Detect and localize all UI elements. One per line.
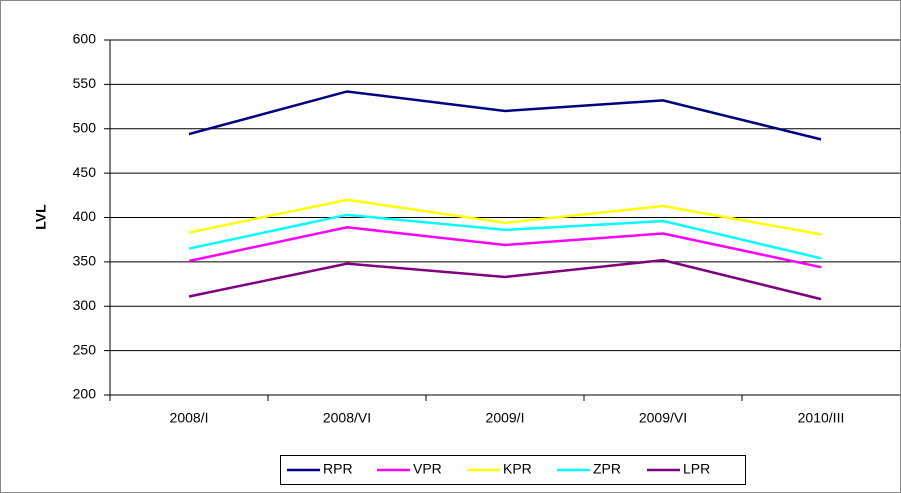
series-line	[188, 258, 822, 301]
x-tick-label: 2009/VI	[639, 410, 687, 426]
x-tick-label: 2008/VI	[323, 410, 371, 426]
legend-label: VPR	[413, 461, 442, 477]
y-tick-label: 250	[73, 341, 97, 357]
x-tick-label: 2010/III	[798, 410, 845, 426]
series-line	[188, 213, 822, 260]
y-tick-label: 350	[73, 253, 97, 269]
y-axis-label: LVL	[33, 204, 49, 230]
series-line	[188, 90, 822, 141]
y-tick-label: 200	[73, 386, 97, 402]
legend-label: RPR	[323, 461, 353, 477]
legend-label: KPR	[503, 461, 532, 477]
legend-label: LPR	[683, 461, 710, 477]
y-tick-label: 400	[73, 208, 97, 224]
legend-label: ZPR	[593, 461, 621, 477]
y-tick-label: 550	[73, 75, 97, 91]
series-line	[188, 225, 822, 269]
y-tick-label: 600	[73, 31, 97, 47]
y-tick-label: 450	[73, 164, 97, 180]
x-tick-label: 2009/I	[486, 410, 525, 426]
x-tick-label: 2008/I	[170, 410, 209, 426]
series-line	[188, 198, 822, 236]
y-tick-label: 500	[73, 119, 97, 135]
y-tick-label: 300	[73, 297, 97, 313]
